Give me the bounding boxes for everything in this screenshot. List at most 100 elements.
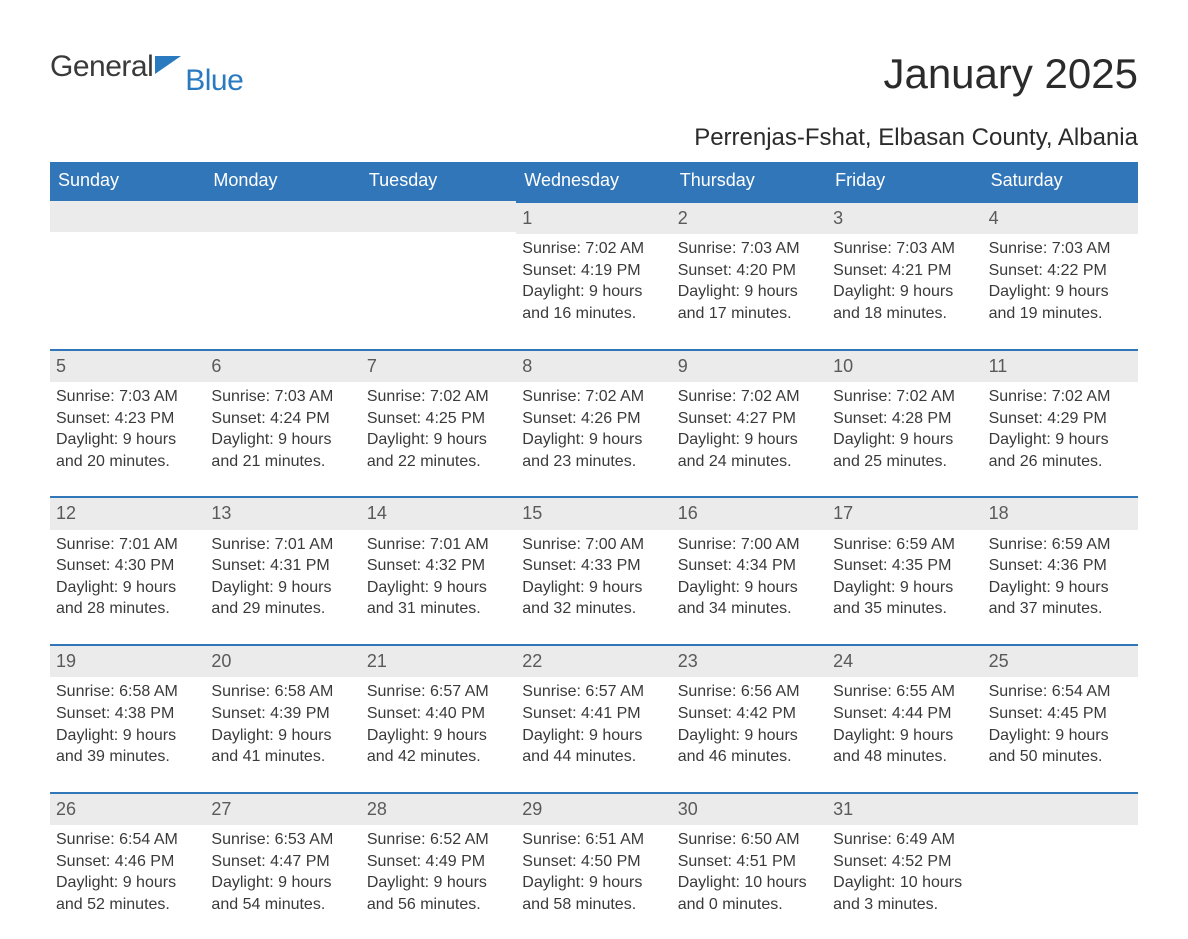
entry-sunrise: Sunrise: 6:57 AM (367, 681, 510, 703)
entry-d1: Daylight: 9 hours (211, 577, 354, 599)
entry-sunset: Sunset: 4:49 PM (367, 851, 510, 873)
calendar-cell: 30Sunrise: 6:50 AMSunset: 4:51 PMDayligh… (672, 792, 827, 939)
day-number: 19 (50, 644, 205, 677)
calendar-cell (983, 792, 1138, 939)
entry-d1: Daylight: 9 hours (522, 281, 665, 303)
entry-sunrise: Sunrise: 7:00 AM (522, 534, 665, 556)
day-number: 6 (205, 349, 360, 382)
entry-d2: and 58 minutes. (522, 894, 665, 916)
entry-sunset: Sunset: 4:23 PM (56, 408, 199, 430)
calendar-cell: 8Sunrise: 7:02 AMSunset: 4:26 PMDaylight… (516, 349, 671, 497)
entry-sunset: Sunset: 4:41 PM (522, 703, 665, 725)
entry-d2: and 18 minutes. (833, 303, 976, 325)
entry-d1: Daylight: 9 hours (56, 429, 199, 451)
entry-d1: Daylight: 9 hours (56, 872, 199, 894)
entry-sunrise: Sunrise: 6:59 AM (989, 534, 1132, 556)
entry-sunset: Sunset: 4:21 PM (833, 260, 976, 282)
entry-d2: and 24 minutes. (678, 451, 821, 473)
calendar-cell: 5Sunrise: 7:03 AMSunset: 4:23 PMDaylight… (50, 349, 205, 497)
entry-sunset: Sunset: 4:39 PM (211, 703, 354, 725)
entry-d1: Daylight: 9 hours (522, 872, 665, 894)
entry-d1: Daylight: 9 hours (833, 577, 976, 599)
entry-sunrise: Sunrise: 6:51 AM (522, 829, 665, 851)
calendar-grid: SundayMondayTuesdayWednesdayThursdayFrid… (50, 162, 1138, 939)
entry-d2: and 41 minutes. (211, 746, 354, 768)
entry-d2: and 42 minutes. (367, 746, 510, 768)
entry-d2: and 16 minutes. (522, 303, 665, 325)
day-number: 3 (827, 201, 982, 234)
entry-d1: Daylight: 9 hours (211, 872, 354, 894)
entry-d2: and 31 minutes. (367, 598, 510, 620)
calendar-cell: 7Sunrise: 7:02 AMSunset: 4:25 PMDaylight… (361, 349, 516, 497)
entry-d2: and 20 minutes. (56, 451, 199, 473)
calendar-cell: 17Sunrise: 6:59 AMSunset: 4:35 PMDayligh… (827, 496, 982, 644)
flag-icon (155, 56, 181, 83)
entry-d1: Daylight: 9 hours (367, 429, 510, 451)
entry-d2: and 50 minutes. (989, 746, 1132, 768)
day-header: Thursday (672, 162, 827, 201)
calendar-cell: 9Sunrise: 7:02 AMSunset: 4:27 PMDaylight… (672, 349, 827, 497)
entry-d1: Daylight: 9 hours (522, 725, 665, 747)
calendar-cell: 27Sunrise: 6:53 AMSunset: 4:47 PMDayligh… (205, 792, 360, 939)
day-number: 17 (827, 496, 982, 529)
entry-sunrise: Sunrise: 7:01 AM (56, 534, 199, 556)
entry-sunset: Sunset: 4:25 PM (367, 408, 510, 430)
entry-sunset: Sunset: 4:34 PM (678, 555, 821, 577)
calendar-cell: 21Sunrise: 6:57 AMSunset: 4:40 PMDayligh… (361, 644, 516, 792)
day-header: Friday (827, 162, 982, 201)
logo-text-general: General (50, 50, 153, 84)
calendar-cell: 4Sunrise: 7:03 AMSunset: 4:22 PMDaylight… (983, 201, 1138, 349)
entry-sunset: Sunset: 4:46 PM (56, 851, 199, 873)
entry-d2: and 0 minutes. (678, 894, 821, 916)
entry-d1: Daylight: 10 hours (833, 872, 976, 894)
entry-d2: and 52 minutes. (56, 894, 199, 916)
entry-d2: and 56 minutes. (367, 894, 510, 916)
entry-d2: and 37 minutes. (989, 598, 1132, 620)
calendar-cell: 23Sunrise: 6:56 AMSunset: 4:42 PMDayligh… (672, 644, 827, 792)
day-header: Tuesday (361, 162, 516, 201)
day-number: 24 (827, 644, 982, 677)
calendar-cell: 25Sunrise: 6:54 AMSunset: 4:45 PMDayligh… (983, 644, 1138, 792)
entry-sunset: Sunset: 4:40 PM (367, 703, 510, 725)
entry-sunset: Sunset: 4:45 PM (989, 703, 1132, 725)
entry-d2: and 44 minutes. (522, 746, 665, 768)
calendar-cell: 10Sunrise: 7:02 AMSunset: 4:28 PMDayligh… (827, 349, 982, 497)
entry-d2: and 48 minutes. (833, 746, 976, 768)
entry-d1: Daylight: 9 hours (989, 281, 1132, 303)
entry-sunrise: Sunrise: 6:58 AM (211, 681, 354, 703)
entry-d2: and 21 minutes. (211, 451, 354, 473)
entry-d1: Daylight: 9 hours (211, 725, 354, 747)
entry-d1: Daylight: 9 hours (522, 577, 665, 599)
entry-d1: Daylight: 9 hours (678, 281, 821, 303)
entry-d1: Daylight: 9 hours (367, 872, 510, 894)
day-number: 1 (516, 201, 671, 234)
entry-sunrise: Sunrise: 7:03 AM (211, 386, 354, 408)
entry-sunrise: Sunrise: 6:49 AM (833, 829, 976, 851)
day-number: 9 (672, 349, 827, 382)
day-number: 8 (516, 349, 671, 382)
entry-d1: Daylight: 9 hours (833, 429, 976, 451)
entry-sunrise: Sunrise: 7:02 AM (989, 386, 1132, 408)
day-number: 14 (361, 496, 516, 529)
entry-sunset: Sunset: 4:47 PM (211, 851, 354, 873)
day-number: 30 (672, 792, 827, 825)
day-number: 11 (983, 349, 1138, 382)
entry-sunrise: Sunrise: 6:50 AM (678, 829, 821, 851)
day-number (50, 201, 205, 232)
entry-sunset: Sunset: 4:29 PM (989, 408, 1132, 430)
entry-sunrise: Sunrise: 7:03 AM (56, 386, 199, 408)
entry-sunrise: Sunrise: 7:02 AM (367, 386, 510, 408)
calendar-cell: 20Sunrise: 6:58 AMSunset: 4:39 PMDayligh… (205, 644, 360, 792)
entry-sunset: Sunset: 4:42 PM (678, 703, 821, 725)
day-number: 28 (361, 792, 516, 825)
day-number: 10 (827, 349, 982, 382)
calendar-cell: 2Sunrise: 7:03 AMSunset: 4:20 PMDaylight… (672, 201, 827, 349)
entry-sunrise: Sunrise: 7:03 AM (989, 238, 1132, 260)
entry-d2: and 25 minutes. (833, 451, 976, 473)
day-number: 22 (516, 644, 671, 677)
entry-d2: and 39 minutes. (56, 746, 199, 768)
entry-sunrise: Sunrise: 6:57 AM (522, 681, 665, 703)
calendar-cell: 29Sunrise: 6:51 AMSunset: 4:50 PMDayligh… (516, 792, 671, 939)
entry-sunset: Sunset: 4:27 PM (678, 408, 821, 430)
entry-sunset: Sunset: 4:31 PM (211, 555, 354, 577)
